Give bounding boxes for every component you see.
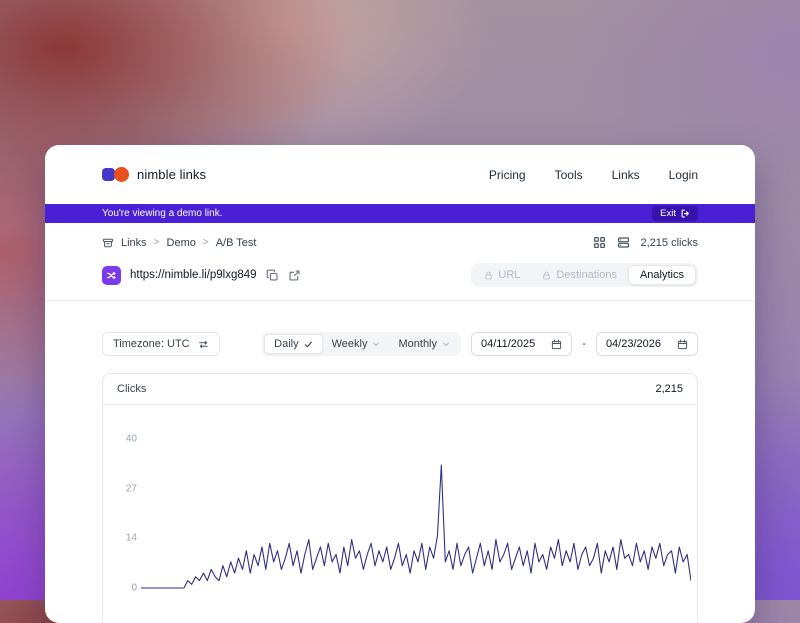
analytics-controls: Timezone: UTC Daily Weekly [45, 332, 755, 356]
granularity-daily-label: Daily [274, 338, 299, 350]
lock-icon [542, 271, 551, 280]
list-icon[interactable] [617, 236, 630, 249]
site-header: nimble links Pricing Tools Links Login [45, 145, 755, 204]
y-axis-tick: 27 [125, 483, 137, 495]
nav-item-login[interactable]: Login [668, 167, 698, 182]
tab-destinations: Destinations [531, 265, 628, 285]
grid-icon[interactable] [593, 236, 606, 249]
end-date-input[interactable]: 04/23/2026 [595, 332, 698, 356]
tab-analytics-label: Analytics [639, 269, 684, 281]
calendar-icon [551, 339, 562, 350]
ab-test-icon [102, 265, 121, 285]
demo-banner: You're viewing a demo link. Exit [45, 204, 755, 223]
external-link-icon[interactable] [288, 269, 301, 282]
breadcrumb-item-ab-test[interactable]: A/B Test [215, 236, 257, 249]
total-clicks-label: 2,215 clicks [640, 236, 698, 249]
tab-analytics[interactable]: Analytics [627, 265, 696, 285]
chevron-down-icon [372, 340, 380, 348]
tab-url: URL [473, 265, 531, 285]
chart-total-value: 2,215 [655, 383, 683, 395]
breadcrumb-row: Links > Demo > A/B Test 2,215 clicks [45, 236, 755, 249]
breadcrumb-separator: > [202, 237, 209, 248]
granularity-monthly-label: Monthly [398, 338, 438, 350]
exit-demo-button[interactable]: Exit [652, 206, 698, 221]
clicks-series-line [141, 464, 691, 589]
start-date-value: 04/11/2025 [481, 338, 536, 350]
y-axis-tick: 40 [125, 433, 137, 445]
tab-url-label: URL [498, 269, 521, 281]
granularity-monthly[interactable]: Monthly [389, 334, 459, 354]
chart-title: Clicks [117, 383, 147, 395]
lock-icon [484, 271, 493, 280]
brand-name: nimble links [137, 167, 207, 182]
plot-area [141, 405, 691, 623]
demo-banner-message: You're viewing a demo link. [102, 208, 223, 219]
app-window: nimble links Pricing Tools Links Login Y… [45, 145, 755, 623]
swap-icon [198, 339, 209, 350]
top-nav: Pricing Tools Links Login [489, 168, 698, 182]
brand[interactable]: nimble links [102, 167, 206, 182]
chevron-down-icon [442, 340, 450, 348]
granularity-daily[interactable]: Daily [264, 334, 323, 354]
breadcrumb: Links > Demo > A/B Test [102, 237, 256, 249]
clicks-chart-card: Clicks 2,215 40 27 14 0 [102, 373, 698, 623]
y-axis-tick: 14 [125, 532, 137, 544]
breadcrumb-item-links[interactable]: Links [121, 236, 147, 249]
link-info: https://nimble.li/p9lxg849 [102, 265, 301, 285]
short-link-url[interactable]: https://nimble.li/p9lxg849 [130, 269, 257, 281]
nav-item-tools[interactable]: Tools [554, 167, 583, 182]
nav-item-links[interactable]: Links [611, 167, 640, 182]
exit-label: Exit [660, 208, 676, 219]
granularity-weekly[interactable]: Weekly [323, 334, 390, 354]
timezone-button[interactable]: Timezone: UTC [102, 332, 220, 356]
copy-icon[interactable] [266, 269, 279, 282]
logout-icon [681, 209, 690, 218]
archive-icon [102, 237, 114, 249]
end-date-value: 04/23/2026 [605, 338, 661, 350]
calendar-icon [677, 339, 688, 350]
granularity-segment: Daily Weekly Monthly [262, 332, 462, 356]
link-row: https://nimble.li/p9lxg849 URL Destinati… [45, 263, 755, 287]
section-divider [45, 300, 755, 301]
nav-item-pricing[interactable]: Pricing [488, 167, 526, 182]
tab-destinations-label: Destinations [556, 269, 617, 281]
breadcrumb-item-demo[interactable]: Demo [166, 236, 196, 249]
link-tabs: URL Destinations Analytics [471, 263, 698, 287]
breadcrumb-actions: 2,215 clicks [593, 236, 698, 249]
date-range-separator: - [582, 338, 586, 350]
granularity-weekly-label: Weekly [331, 338, 368, 350]
clicks-line-chart: 40 27 14 0 [103, 405, 697, 623]
start-date-input[interactable]: 04/11/2025 [471, 332, 573, 356]
range-controls: Daily Weekly Monthly [262, 332, 698, 356]
check-icon [304, 340, 313, 349]
timezone-label: Timezone: UTC [113, 338, 190, 350]
brand-logo-icon [102, 167, 129, 182]
y-axis-tick: 0 [131, 582, 137, 594]
breadcrumb-separator: > [153, 237, 160, 248]
chart-header: Clicks 2,215 [103, 374, 697, 405]
